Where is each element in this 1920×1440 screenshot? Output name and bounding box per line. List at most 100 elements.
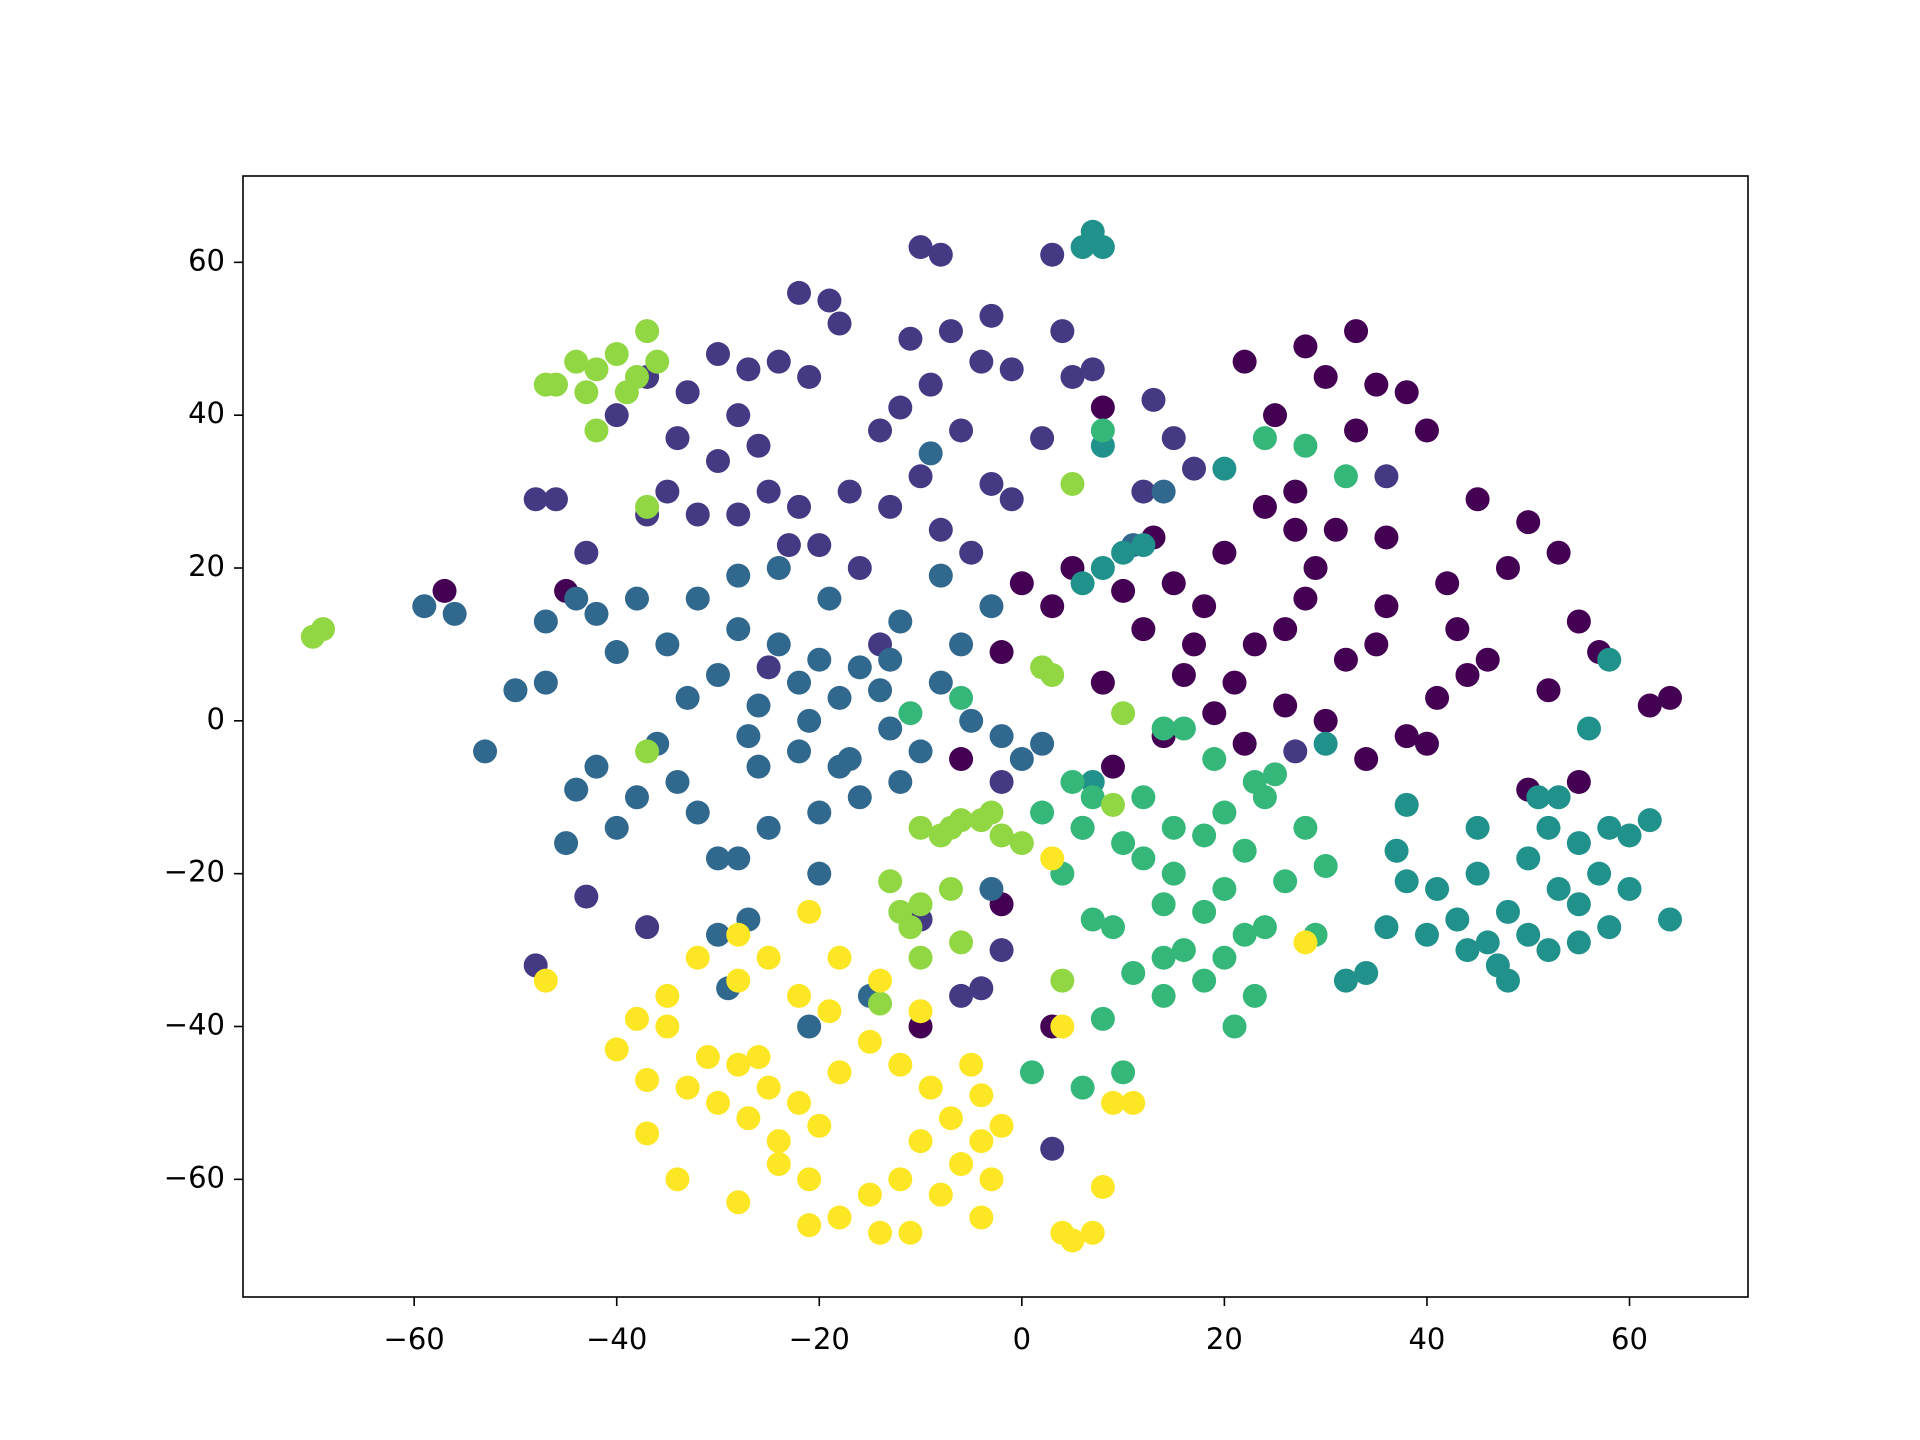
point <box>473 739 498 764</box>
point <box>827 1205 852 1230</box>
point <box>1475 647 1500 672</box>
point <box>1070 571 1095 596</box>
point <box>1131 479 1156 504</box>
point <box>1536 815 1561 840</box>
point <box>1637 693 1662 718</box>
point <box>959 1052 984 1077</box>
point <box>787 1090 812 1115</box>
point <box>1516 846 1541 871</box>
point <box>766 349 791 374</box>
point <box>624 586 649 611</box>
point <box>1323 517 1348 542</box>
point <box>503 678 528 703</box>
point <box>1566 892 1591 917</box>
point <box>807 800 832 825</box>
point <box>1019 1060 1044 1085</box>
point <box>1212 945 1237 970</box>
point <box>736 724 761 749</box>
x-tick-label: −60 <box>384 1322 445 1356</box>
point <box>604 640 629 665</box>
point <box>604 342 629 367</box>
point <box>1060 769 1085 794</box>
point <box>705 1090 730 1115</box>
point <box>1151 892 1176 917</box>
point <box>857 1029 882 1054</box>
point <box>908 892 933 917</box>
point <box>705 449 730 474</box>
point <box>908 945 933 970</box>
point <box>1202 747 1227 772</box>
point <box>685 502 710 527</box>
point <box>1100 1090 1125 1115</box>
point <box>1333 968 1358 993</box>
point <box>1090 1174 1115 1199</box>
point <box>1090 235 1115 260</box>
point <box>1495 968 1520 993</box>
point <box>1080 357 1105 382</box>
point <box>665 1167 690 1192</box>
point <box>1495 899 1520 924</box>
point <box>979 1167 1004 1192</box>
point <box>1597 915 1622 940</box>
point <box>908 235 933 260</box>
point <box>1121 961 1146 986</box>
point <box>797 1213 822 1238</box>
point <box>878 716 903 741</box>
point <box>1009 747 1034 772</box>
point <box>989 769 1014 794</box>
point <box>756 655 781 680</box>
point <box>1100 915 1125 940</box>
point <box>1131 617 1156 642</box>
point <box>1333 464 1358 489</box>
point <box>918 1075 943 1100</box>
point <box>1313 364 1338 389</box>
point <box>1465 815 1490 840</box>
point <box>1303 556 1328 581</box>
point <box>311 617 336 642</box>
point <box>1090 670 1115 695</box>
point <box>1455 938 1480 963</box>
point <box>949 632 974 657</box>
point <box>898 701 923 726</box>
point <box>979 876 1004 901</box>
point <box>584 754 609 779</box>
point <box>847 655 872 680</box>
point <box>675 380 700 405</box>
point <box>705 846 730 871</box>
point <box>1030 426 1055 451</box>
point <box>1313 708 1338 733</box>
point <box>847 785 872 810</box>
point <box>1131 533 1156 558</box>
point <box>1040 594 1065 619</box>
point <box>756 479 781 504</box>
point <box>1465 861 1490 886</box>
point <box>1364 372 1389 397</box>
point <box>766 632 791 657</box>
point <box>1161 571 1186 596</box>
point <box>949 983 974 1008</box>
point <box>1293 334 1318 359</box>
point <box>574 540 599 565</box>
point <box>1232 838 1257 863</box>
point <box>1333 647 1358 672</box>
point <box>1070 235 1095 260</box>
point <box>1252 426 1277 451</box>
point <box>726 846 751 871</box>
point <box>1526 785 1551 810</box>
point <box>1040 662 1065 687</box>
point <box>1425 876 1450 901</box>
point <box>1566 831 1591 856</box>
point <box>705 342 730 367</box>
point <box>999 487 1024 512</box>
point <box>746 1045 771 1070</box>
point <box>1212 876 1237 901</box>
point <box>604 815 629 840</box>
point <box>1171 662 1196 687</box>
point <box>1425 685 1450 710</box>
point <box>1121 1090 1146 1115</box>
point <box>868 678 893 703</box>
point <box>1090 418 1115 443</box>
point <box>655 1014 680 1039</box>
point <box>979 594 1004 619</box>
point <box>442 601 467 626</box>
